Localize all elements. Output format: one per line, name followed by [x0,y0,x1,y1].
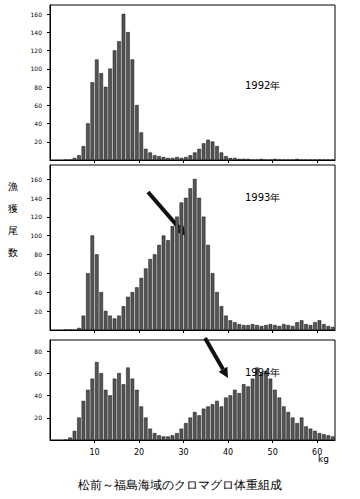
svg-text:20: 20 [34,414,42,421]
svg-text:40: 40 [34,120,42,127]
svg-text:数: 数 [8,247,18,258]
svg-text:100: 100 [31,65,43,72]
svg-text:80: 80 [34,84,42,91]
svg-text:160: 160 [31,11,43,18]
svg-text:kg: kg [318,453,329,464]
svg-text:松前～福島海域のクロマグロ体重組成: 松前～福島海域のクロマグロ体重組成 [78,478,282,492]
svg-text:120: 120 [31,213,43,220]
svg-text:10: 10 [89,448,99,457]
svg-text:40: 40 [34,392,42,399]
svg-text:漁: 漁 [8,181,18,192]
svg-text:80: 80 [34,251,42,258]
svg-text:50: 50 [268,448,278,457]
svg-text:140: 140 [31,195,43,202]
svg-text:60: 60 [312,448,322,457]
svg-text:1992年: 1992年 [245,80,280,91]
svg-text:20: 20 [134,448,144,457]
svg-text:30: 30 [179,448,189,457]
svg-text:120: 120 [31,47,43,54]
svg-text:20: 20 [34,138,42,145]
svg-text:1994年: 1994年 [245,367,280,378]
svg-text:100: 100 [31,232,43,239]
svg-text:1993年: 1993年 [245,192,280,203]
svg-text:80: 80 [34,348,42,355]
svg-text:40: 40 [223,448,233,457]
svg-text:160: 160 [31,176,43,183]
svg-text:40: 40 [34,289,42,296]
svg-text:140: 140 [31,29,43,36]
svg-text:60: 60 [34,270,42,277]
svg-text:60: 60 [34,370,42,377]
svg-text:60: 60 [34,102,42,109]
svg-text:20: 20 [34,308,42,315]
svg-text:獲: 獲 [8,203,18,214]
svg-text:尾: 尾 [8,225,18,236]
